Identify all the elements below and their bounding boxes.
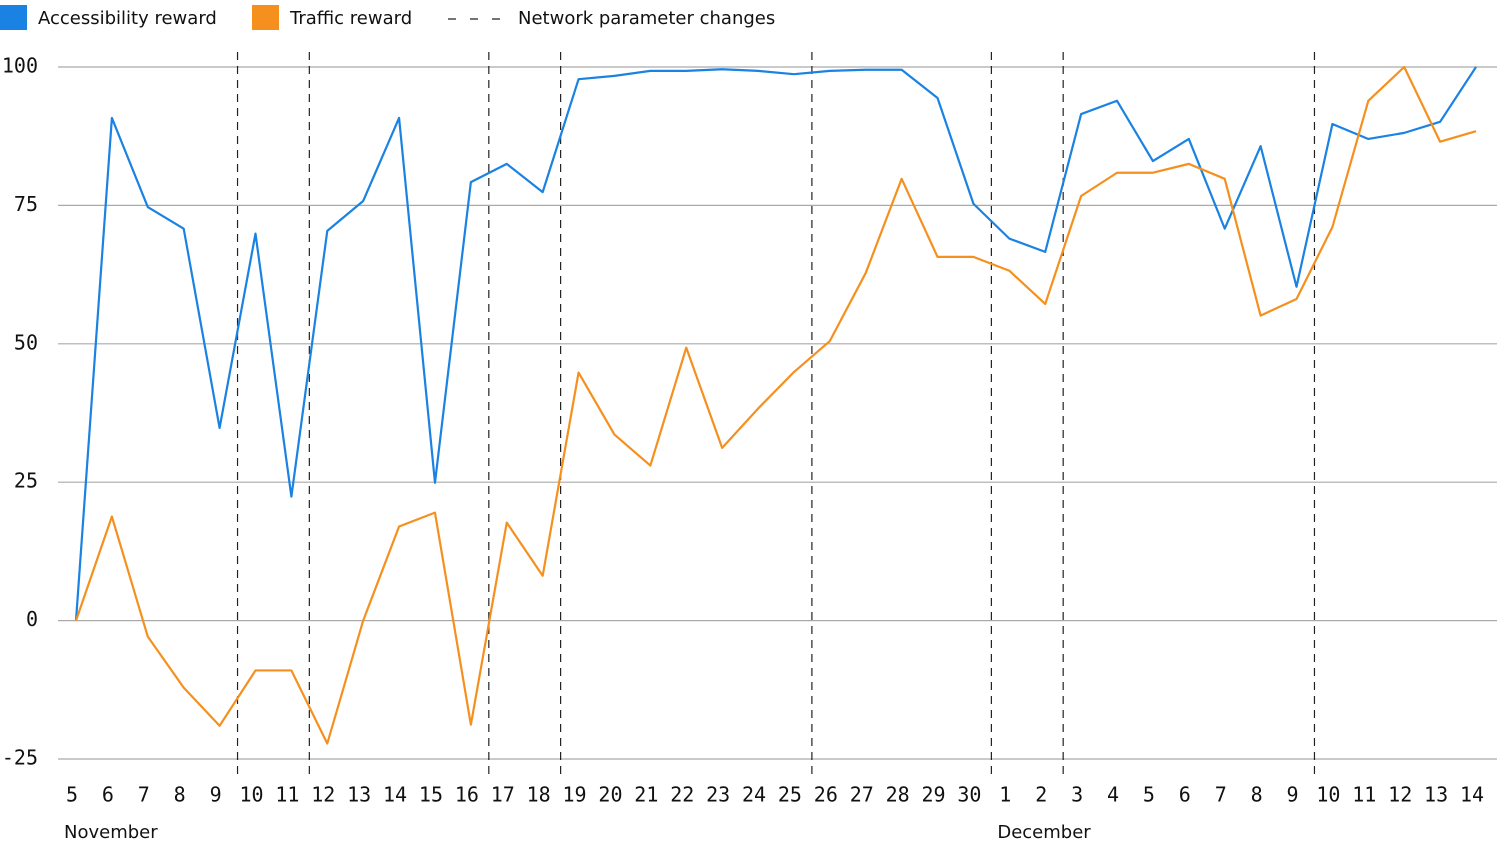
x-tick-label: 7 [138,783,150,807]
x-tick-label: 9 [210,783,222,807]
y-tick-label: 75 [14,192,38,216]
y-tick-label: -25 [2,746,38,770]
x-tick-label: 5 [1143,783,1155,807]
x-tick-label: 29 [921,783,945,807]
x-tick-label: 7 [1215,783,1227,807]
month-label: December [997,822,1091,843]
x-tick-label: 3 [1071,783,1083,807]
y-tick-label: 0 [26,607,38,631]
x-tick-label: 10 [1316,783,1340,807]
x-tick-label: 11 [275,783,299,807]
legend-label: Network parameter changes [518,8,775,29]
x-tick-label: 18 [527,783,551,807]
x-tick-label: 8 [1251,783,1263,807]
x-tick-label: 22 [670,783,694,807]
legend-label: Traffic reward [289,8,412,29]
x-tick-label: 17 [491,783,515,807]
x-tick-label: 5 [66,783,78,807]
x-tick-label: 13 [1424,783,1448,807]
x-tick-label: 9 [1286,783,1298,807]
x-tick-label: 16 [455,783,479,807]
x-tick-label: 2 [1035,783,1047,807]
y-tick-label: 100 [2,54,38,78]
x-tick-label: 8 [174,783,186,807]
series-line [74,66,1477,621]
x-tick-label: 19 [563,783,587,807]
legend-swatch [0,5,27,30]
series-line [74,65,1477,745]
x-tick-label: 6 [102,783,114,807]
x-tick-label: 12 [311,783,335,807]
x-tick-label: 14 [383,783,407,807]
y-tick-label: 25 [14,469,38,493]
x-tick-label: 12 [1388,783,1412,807]
x-tick-label: 27 [850,783,874,807]
x-tick-label: 21 [634,783,658,807]
legend-label: Accessibility reward [38,8,217,29]
x-tick-label: 13 [347,783,371,807]
x-tick-label: 24 [742,783,766,807]
x-tick-label: 4 [1107,783,1119,807]
month-label: November [64,822,158,843]
x-tick-label: 28 [886,783,910,807]
legend-swatch [252,5,279,30]
y-tick-label: 50 [14,330,38,354]
x-tick-label: 14 [1460,783,1484,807]
x-tick-label: 20 [598,783,622,807]
x-tick-label: 1 [999,783,1011,807]
x-tick-label: 15 [419,783,443,807]
x-tick-label: 25 [778,783,802,807]
x-tick-label: 26 [814,783,838,807]
x-tick-label: 6 [1179,783,1191,807]
x-tick-label: 30 [957,783,981,807]
x-tick-label: 10 [239,783,263,807]
x-tick-label: 11 [1352,783,1376,807]
x-tick-label: 23 [706,783,730,807]
